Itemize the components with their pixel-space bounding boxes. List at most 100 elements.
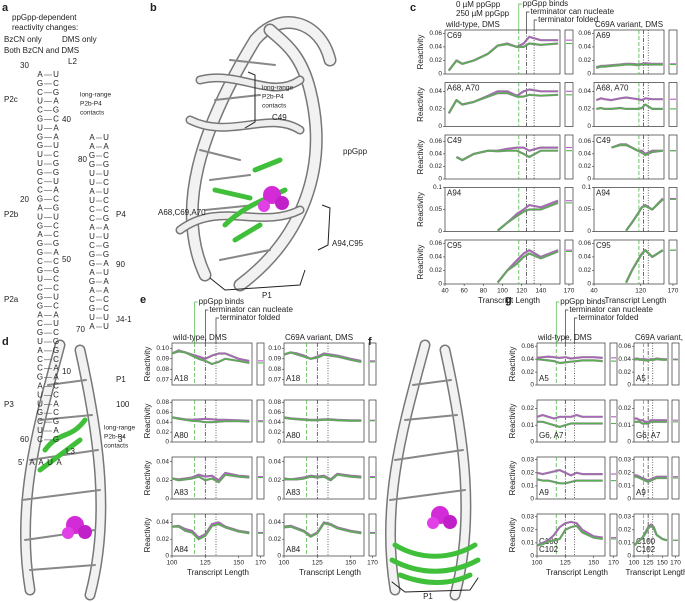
annotation-connector	[194, 301, 198, 343]
plot-frame	[283, 342, 365, 386]
y-axis-label: Reactivity	[508, 347, 517, 382]
row-label: C95	[596, 241, 611, 250]
annotation-connector	[518, 3, 522, 30]
y-tick-label: 0.02	[618, 469, 631, 476]
y-tick-label: 0	[587, 176, 591, 183]
y-tick-label: 0	[438, 281, 442, 288]
structure-label: 100	[116, 400, 130, 409]
row-label: A18	[174, 374, 189, 383]
y-tick-label: 0.04	[156, 419, 169, 426]
structure-label: P2c	[4, 95, 18, 104]
y-axis-label: Reactivity	[508, 461, 517, 496]
series-outline	[625, 249, 664, 284]
row-label: C49	[447, 136, 462, 145]
legend-header: ppGpp-dependent	[12, 13, 77, 22]
y-tick-label: 0	[277, 439, 281, 446]
series-line	[634, 474, 667, 482]
panel-letter: f	[368, 336, 372, 348]
plot-frame	[171, 456, 253, 500]
contact-bracket	[244, 71, 256, 129]
annotation-connector	[574, 317, 578, 343]
plot-frame	[593, 134, 665, 180]
contact-label: contacts	[104, 443, 129, 450]
series-line	[448, 42, 559, 71]
contact-label: long-range	[80, 92, 111, 99]
y-axis-label: Reactivity	[508, 404, 517, 439]
p1-bracket	[209, 269, 306, 291]
structure-d	[19, 339, 107, 601]
series-line	[283, 522, 362, 538]
series-line	[537, 421, 603, 428]
series-line	[448, 92, 559, 114]
y-tick-label: 0.09	[268, 355, 281, 362]
annotation-connector	[555, 301, 560, 343]
series-line	[611, 144, 663, 156]
structure-label: P1	[423, 592, 433, 601]
annotation-connector	[215, 317, 219, 343]
x-tick-label: 140	[535, 288, 546, 295]
annotation: ppGpp binds	[560, 297, 605, 306]
row-label: A18	[286, 374, 301, 383]
series-line	[536, 358, 603, 364]
y-tick-label: 0.04	[268, 519, 281, 526]
contact-label: contacts	[262, 103, 287, 110]
structure-label: 50	[62, 255, 71, 264]
y-tick-label: 0	[438, 71, 442, 78]
y-tick-label: 0	[530, 496, 534, 503]
y-tick-label: 0.06	[578, 240, 591, 247]
y-tick-label: 0.02	[618, 405, 631, 412]
y-tick-label: 0.01	[521, 483, 534, 490]
column-header: C69A variant, DMS	[595, 20, 663, 29]
structure-label: 10	[62, 367, 71, 376]
end-box	[668, 82, 678, 127]
row-label: A68, A70	[447, 84, 480, 93]
series-line	[172, 523, 250, 540]
y-tick-label: 0.03	[521, 513, 534, 520]
y-tick-label: 0.06	[521, 343, 534, 350]
structure-label: A68,C69,A70	[158, 208, 206, 217]
panel-letter: c	[410, 2, 416, 14]
y-tick-label: 0.02	[521, 526, 534, 533]
contact-label: contacts	[80, 110, 105, 117]
end-box	[671, 513, 680, 557]
structure-label: P2a	[4, 295, 19, 304]
contact-label: long-range	[104, 425, 135, 432]
plot-frame	[633, 513, 669, 557]
y-tick-label: 0.04	[521, 356, 534, 363]
column-header: wild-type, DMS	[172, 333, 227, 342]
structure-label: 90	[116, 260, 125, 269]
y-tick-label: 0.02	[578, 57, 591, 64]
y-tick-label: 0.03	[521, 456, 534, 463]
x-tick-label: 125	[560, 560, 571, 567]
row-label: C95	[447, 241, 462, 250]
y-tick-label: 0.06	[429, 240, 442, 247]
y-tick-label: 0.04	[429, 254, 442, 261]
structure-label: C49	[272, 113, 287, 122]
row-label: A80	[286, 431, 301, 440]
y-tick-label: 0.02	[268, 477, 281, 484]
structure-b	[175, 16, 337, 292]
y-tick-label: 0.02	[618, 369, 631, 376]
series-line	[283, 351, 362, 363]
structure-label: 80	[78, 155, 87, 164]
series-line	[497, 250, 559, 283]
row-label: C100	[636, 537, 656, 546]
annotation: terminator can nucleate	[209, 305, 293, 314]
structure-label: L2	[68, 57, 77, 66]
row-label: A68, A70	[596, 84, 629, 93]
x-tick-label: 150	[588, 560, 599, 567]
annotation: terminator folded	[538, 15, 598, 24]
panel-letter: g	[505, 294, 512, 306]
plot-frame	[444, 239, 561, 285]
y-tick-label: 0.01	[618, 422, 631, 429]
structure-label: L3	[66, 447, 75, 456]
x-tick-label: 170	[668, 288, 679, 295]
y-tick-label: 0.04	[578, 254, 591, 261]
y-tick-label: 0.08	[156, 399, 169, 406]
row-label: A5	[636, 374, 646, 383]
y-tick-label: 0.07	[268, 376, 281, 383]
plot-frame	[444, 134, 561, 180]
